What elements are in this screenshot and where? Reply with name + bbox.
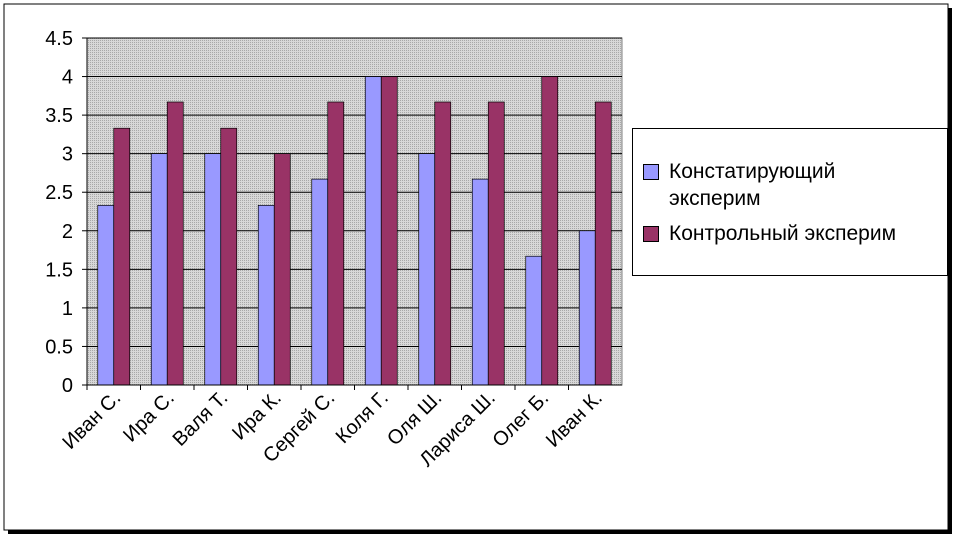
bar — [434, 101, 452, 386]
bar — [273, 153, 291, 386]
y-tick-label: 4 — [62, 67, 73, 89]
bar — [487, 101, 505, 386]
y-tick-label: 3 — [62, 144, 73, 166]
bar — [166, 101, 184, 386]
bar — [220, 127, 238, 386]
bar — [525, 255, 543, 386]
bar — [471, 178, 489, 386]
y-tick-label: 1.5 — [45, 259, 73, 281]
bar — [327, 101, 345, 386]
legend-item: Контрольный эксперим — [643, 220, 947, 247]
y-tick-label: 1 — [62, 298, 73, 320]
bar — [541, 76, 559, 386]
y-tick-label: 0 — [62, 375, 73, 397]
bar — [150, 153, 168, 386]
y-tick-label: 3.5 — [45, 105, 73, 127]
bar — [311, 178, 329, 386]
bar — [257, 204, 275, 386]
legend-swatch — [643, 225, 659, 242]
legend-label: Контрольный эксперим — [669, 221, 897, 245]
bar — [594, 101, 612, 386]
legend-label: Констатирующий эксперим — [669, 159, 836, 210]
bar — [113, 127, 131, 386]
bar — [364, 76, 382, 386]
y-tick-label: 2.5 — [45, 182, 73, 204]
legend: Констатирующий эксперим Контрольный экспе… — [632, 128, 948, 276]
bar — [97, 204, 115, 386]
bar — [380, 76, 398, 386]
y-tick-label: 0.5 — [45, 336, 73, 358]
y-tick-label: 2 — [62, 221, 73, 243]
bar — [578, 230, 596, 386]
legend-item: Констатирующий эксперим — [643, 158, 947, 212]
bar — [204, 153, 222, 386]
bar — [418, 153, 436, 386]
legend-swatch — [643, 163, 659, 180]
y-tick-label: 4.5 — [45, 28, 73, 50]
